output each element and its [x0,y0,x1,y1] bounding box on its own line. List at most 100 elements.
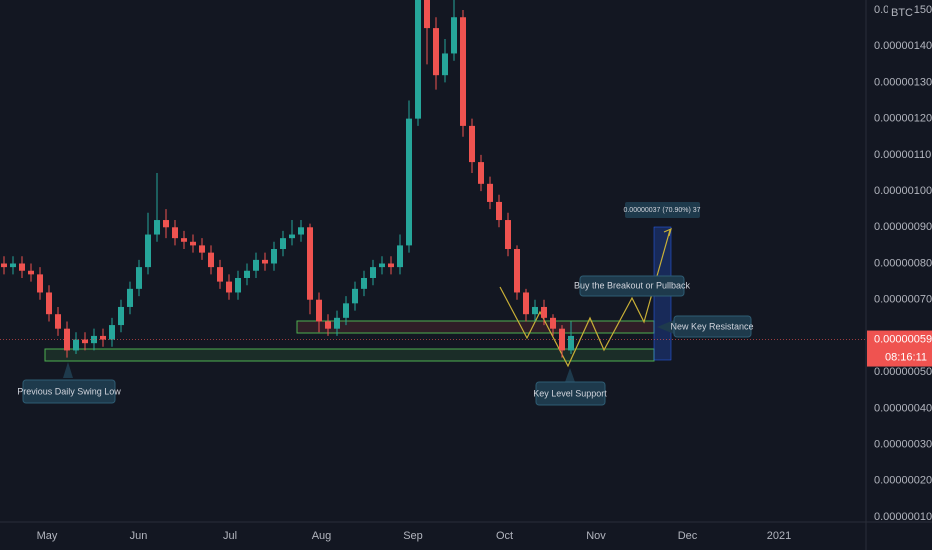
candle-body [271,249,277,264]
resistance-zone [296,320,655,334]
x-tick-label: May [37,530,58,542]
x-tick-label: Nov [586,530,606,542]
candle-body [1,263,7,268]
y-tick-label: 0.00000110 [874,149,931,161]
candle-body [424,0,430,29]
callout [673,315,752,338]
y-tick-label: 0.00000040 [874,402,932,414]
y-tick-label: 0.00000100 [874,185,932,197]
candle-body [307,227,313,300]
unit-label: BTC [891,7,913,19]
candle-body [280,238,286,250]
candle-body [172,227,178,239]
annotation: Buy the Breakout or Pullback [574,280,691,290]
candle-body [460,17,466,126]
countdown: 08:16:11 [885,351,927,363]
candle-body [46,292,52,315]
callout [535,381,606,406]
candle-body [127,288,133,307]
candle-body [235,277,241,293]
candle-body [316,299,322,322]
x-tick-label: Dec [678,530,698,542]
last-price-label: 0.00000059 [874,333,932,345]
candle-body [208,252,214,268]
callout-pointer [63,362,73,378]
candle-body [541,306,547,318]
candle-body [334,317,340,329]
y-tick-label: 0.00000090 [874,221,932,233]
y-tick-label: 0.00000080 [874,257,932,269]
candle-body [181,238,187,242]
projection-path [499,229,671,368]
candle-body [199,245,205,253]
y-tick-label: 0.00000010 [874,511,932,523]
candle-body [289,234,295,239]
candle-body [100,335,106,340]
candle-body [514,249,520,293]
candle-body [397,245,403,268]
measure-label-box [625,202,700,218]
candle-body [217,267,223,282]
candle-body [370,267,376,278]
candle-body [469,125,475,163]
y-tick-label: 0.00000140 [874,40,932,52]
candle-body [10,263,16,268]
candle-body [55,314,61,329]
annotation: New Key Resistance [670,321,753,331]
candle-body [118,306,124,326]
candle-body [253,259,259,271]
x-tick-label: Sep [403,530,423,542]
candle-body [298,227,304,235]
annotation: Key Level Support [533,388,607,398]
candle-body [82,339,88,344]
candle-body [73,339,79,351]
x-tick-label: Jun [130,530,148,542]
y-tick-label: 0.00000130 [874,76,932,88]
candle-body [361,277,367,289]
candle-body [523,292,529,315]
candle-body [442,53,448,76]
candle-body [37,274,43,293]
candle-body [145,234,151,268]
candle-body [109,325,115,340]
candle-body [532,306,538,315]
x-tick-label: Jul [223,530,237,542]
candle-body [226,281,232,293]
unit-badge [888,3,914,17]
candle-body [244,270,250,278]
y-tick-label: 0.00000120 [874,113,932,125]
x-tick-label: Aug [312,530,332,542]
candle-body [154,220,160,235]
x-tick-label: Oct [496,530,513,542]
last-price-badge [867,330,932,367]
candle-body [406,118,412,246]
x-tick-label: 2021 [767,530,791,542]
projection-arrow [663,227,672,237]
candle-body [568,335,574,351]
callout [579,275,685,297]
candle-body [496,201,502,221]
callout-pointer [657,320,674,334]
candles [1,0,574,358]
candle-body [190,241,196,246]
candle-body [136,267,142,289]
candle-body [163,220,169,228]
candle-body [505,220,511,250]
candle-body [478,162,484,184]
measure-label: 0.00000037 (70.90%) 37 [623,207,700,214]
annotations: Previous Daily Swing Low Key Level Suppo… [17,202,754,406]
y-tick-label: 0.00000050 [874,366,932,378]
candle-body [388,263,394,268]
y-tick-label: 0.00000030 [874,438,932,450]
callout-pointer [565,368,575,382]
y-tick-label: 0.00000070 [874,294,932,306]
callout [22,379,116,404]
candle-body [19,263,25,271]
candle-body [415,0,421,119]
candle-body [379,263,385,268]
y-tick-label: 0.00000020 [874,475,932,487]
candle-body [451,17,457,54]
candle-body [28,270,34,275]
candle-body [487,183,493,202]
